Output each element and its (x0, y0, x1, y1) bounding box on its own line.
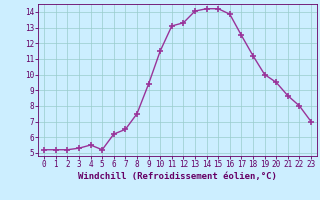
X-axis label: Windchill (Refroidissement éolien,°C): Windchill (Refroidissement éolien,°C) (78, 172, 277, 181)
